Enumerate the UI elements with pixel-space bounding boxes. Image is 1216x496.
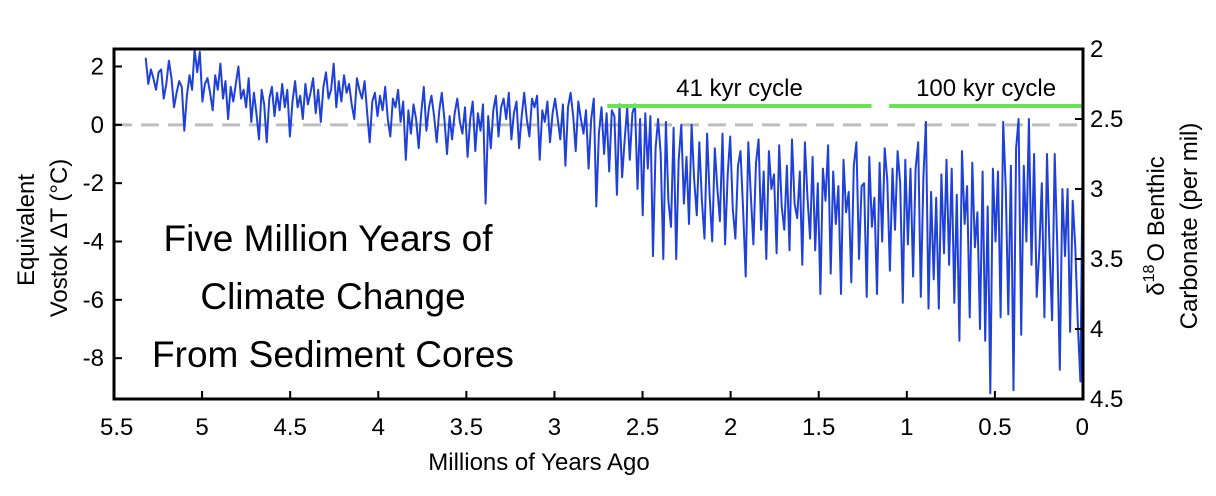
chart-title-line-1: Five Million Years of (163, 218, 493, 259)
x-tick-label: 2 (724, 414, 737, 441)
x-tick-label: 4 (372, 414, 385, 441)
y-right-tick-label: 3 (1090, 176, 1103, 203)
y-right-tick-label: 2.5 (1090, 106, 1123, 133)
plot-frame (112, 47, 1085, 401)
y-left-tick-label: -4 (83, 229, 104, 256)
y-right-tick-label: 2 (1090, 36, 1103, 63)
chart-title-line-3: From Sediment Cores (152, 334, 514, 375)
cycle-label-0: 41 kyr cycle (676, 75, 803, 102)
x-tick-label: 4.5 (273, 414, 306, 441)
y-right-tick-label: 3.5 (1090, 246, 1123, 273)
y-right-tick-label: 4 (1090, 316, 1103, 343)
y-right-tick-label: 4.5 (1090, 386, 1123, 413)
y-left-tick-label: -6 (83, 287, 104, 314)
x-tick-label: 5.5 (100, 414, 133, 441)
x-tick-label: 1.5 (802, 414, 835, 441)
cycle-label-1: 100 kyr cycle (916, 75, 1056, 102)
x-tick-label: 0.5 (978, 414, 1011, 441)
y-axis-right-title-line-2: Carbonate (per mil) (1176, 123, 1203, 330)
y-axis-right-title-rest: O Benthic (1143, 156, 1170, 261)
x-tick-label: 0 (1076, 414, 1089, 441)
x-tick-label: 1 (900, 414, 913, 441)
x-tick-label: 3 (548, 414, 561, 441)
y-axis-left-title-line-2: Vostok ΔT (°C) (46, 159, 73, 318)
x-tick-label: 3.5 (450, 414, 483, 441)
y-left-tick-label: -8 (83, 345, 104, 372)
x-tick-label: 2.5 (626, 414, 659, 441)
y-left-tick-label: 2 (91, 54, 104, 81)
x-axis-title: Millions of Years Ago (428, 449, 649, 476)
y-axis-left-title-line-1: Equivalent (13, 174, 40, 286)
y-left-tick-label: -2 (83, 170, 104, 197)
temperature-series-line-0 (144, 48, 1084, 395)
y-axis-right-delta: δ (1143, 282, 1170, 295)
plot-area: 41 kyr cycle 100 kyr cycle (114, 48, 1084, 395)
chart-title-line-2: Climate Change (200, 276, 465, 317)
y-axis-right-title-line-1: δ18 O Benthic (1141, 156, 1170, 296)
y-axis-right-superscript: 18 (1141, 265, 1158, 283)
tick-marks: 5.5 5 4.5 4 3.5 3 2.5 2 1.5 1 0.5 0 2 0 -2 -4 -6 -8 2 2.5 3 3… (83, 36, 1124, 441)
y-left-tick-label: 0 (91, 112, 104, 139)
x-tick-label: 5 (195, 414, 208, 441)
